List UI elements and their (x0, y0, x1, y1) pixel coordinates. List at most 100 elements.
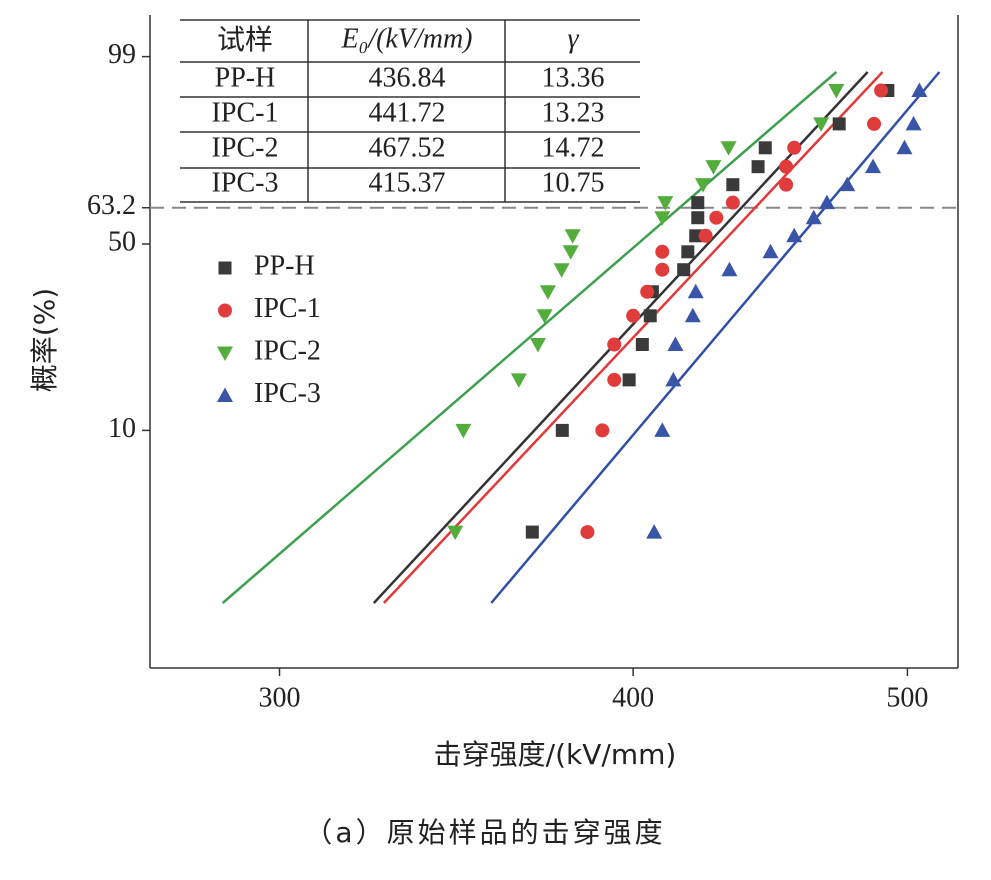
data-point (905, 115, 922, 131)
data-point (564, 229, 581, 244)
table-cell: IPC-1 (212, 97, 279, 128)
table-header: E₀/(kV/mm) (340, 23, 472, 54)
data-point (677, 263, 691, 277)
data-point (655, 244, 670, 259)
data-point (865, 158, 882, 174)
table-cell: PP-H (215, 62, 276, 93)
data-point (646, 524, 663, 539)
data-point (510, 373, 527, 388)
data-point (709, 210, 724, 225)
data-point (665, 371, 682, 387)
legend-marker (218, 303, 232, 318)
x-tick-label: 500 (886, 682, 928, 713)
data-point (911, 82, 928, 97)
data-point (828, 83, 845, 99)
y-tick-label: 99 (108, 39, 136, 70)
table-cell: 13.36 (542, 62, 605, 93)
data-point (720, 141, 737, 156)
data-point (867, 116, 882, 131)
data-point (695, 178, 712, 193)
data-point (751, 160, 765, 174)
data-point (705, 160, 722, 175)
data-point (805, 209, 822, 225)
legend-marker (217, 387, 233, 402)
table-cell: 441.72 (369, 97, 446, 128)
data-point (726, 178, 740, 192)
data-point (607, 337, 622, 352)
data-point (539, 285, 556, 300)
fit-line (383, 71, 884, 604)
fit-line (221, 71, 838, 604)
caption: （a）原始样品的击穿强度 (304, 816, 665, 849)
x-tick-label: 400 (612, 682, 654, 713)
legend-marker (217, 346, 233, 361)
legend-marker (218, 261, 232, 275)
data-point (762, 243, 779, 259)
data-point (622, 373, 636, 387)
data-point (691, 196, 705, 210)
table-cell: 415.37 (369, 167, 446, 198)
data-point (529, 337, 546, 353)
data-point (896, 139, 913, 155)
y-tick-label: 10 (108, 413, 136, 444)
legend-label: IPC-2 (254, 335, 321, 366)
data-point (536, 309, 553, 324)
table-cell: 436.84 (369, 62, 446, 93)
table-header: γ (567, 23, 579, 54)
data-point (786, 227, 803, 243)
y-tick-label: 63.2 (87, 190, 136, 221)
data-point (654, 422, 671, 437)
data-point (839, 176, 856, 192)
data-point (721, 261, 738, 277)
data-point (655, 262, 670, 277)
data-point (607, 372, 622, 387)
data-point (580, 525, 595, 540)
table-cell: IPC-3 (212, 167, 279, 198)
data-point (779, 159, 794, 174)
data-point (667, 336, 684, 351)
data-point (691, 211, 705, 225)
data-point (525, 525, 539, 539)
x-axis-label: 击穿强度/(kV/mm) (434, 738, 677, 771)
data-point (553, 263, 570, 278)
data-point (657, 196, 674, 211)
fit-line (490, 71, 941, 604)
data-point (562, 245, 579, 260)
legend-label: IPC-1 (254, 293, 321, 324)
table-cell: IPC-2 (212, 132, 279, 163)
data-point (779, 177, 794, 192)
data-point (455, 423, 472, 439)
data-point (813, 117, 830, 132)
y-axis-label: 概率(%) (28, 288, 61, 392)
data-point (654, 211, 671, 226)
data-point (787, 140, 802, 155)
data-point (555, 423, 569, 437)
table-cell: 13.23 (542, 97, 605, 128)
table-cell: 14.72 (542, 132, 605, 163)
data-point (725, 195, 740, 210)
data-point (758, 141, 772, 155)
y-tick-label: 50 (108, 226, 136, 257)
data-point (595, 423, 610, 438)
x-tick-label: 300 (259, 682, 301, 713)
data-point (698, 228, 713, 243)
data-point (832, 117, 846, 131)
data-point (684, 307, 701, 323)
data-point (635, 337, 649, 351)
data-point (687, 283, 704, 299)
data-point (447, 525, 464, 541)
data-point (689, 229, 703, 243)
table-cell: 10.75 (542, 167, 605, 198)
data-point (874, 83, 889, 98)
data-point (640, 284, 655, 299)
data-point (643, 309, 657, 323)
table-header: 试样 (217, 23, 273, 56)
table-cell: 467.52 (369, 132, 446, 163)
legend-label: PP-H (254, 250, 315, 281)
data-point (626, 308, 641, 323)
data-point (818, 194, 835, 210)
data-point (681, 245, 695, 259)
